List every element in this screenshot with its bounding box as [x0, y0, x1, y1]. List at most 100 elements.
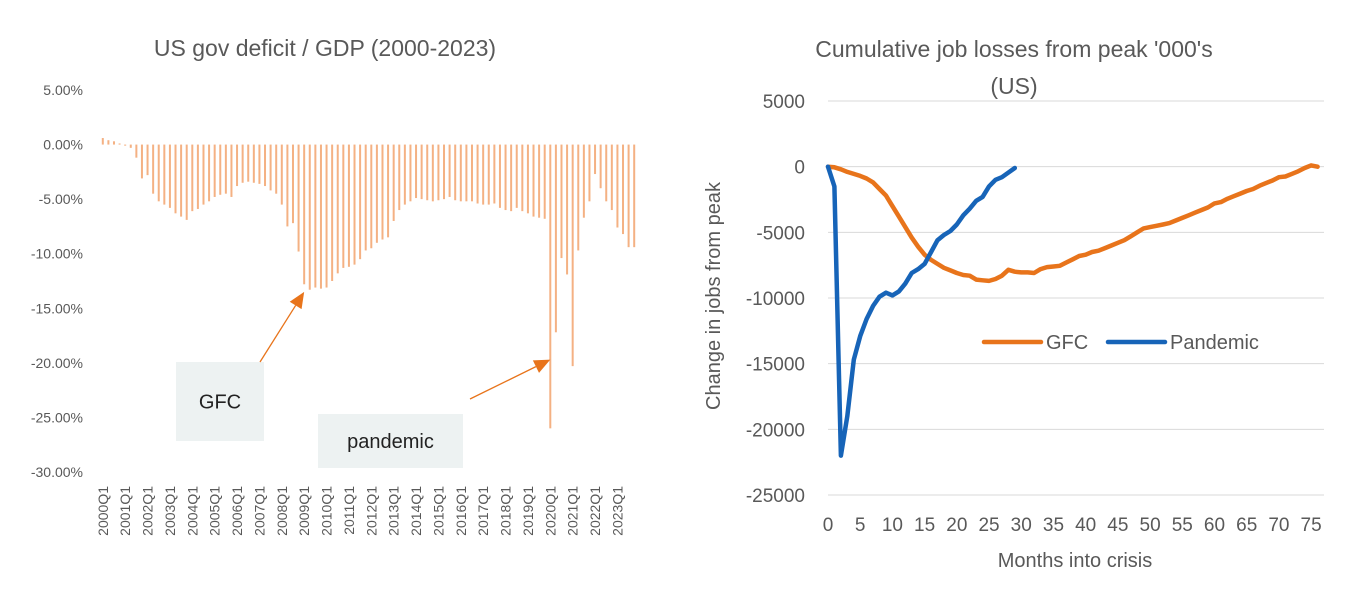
deficit-bar	[152, 144, 155, 194]
y-tick-label: -5.00%	[39, 191, 83, 207]
deficit-bar	[577, 144, 580, 251]
deficit-bar	[387, 144, 390, 238]
deficit-bar	[124, 144, 127, 146]
x-tick-label: 2012Q1	[363, 486, 379, 536]
x-tick-label: 2023Q1	[609, 486, 625, 536]
y-tick-label: 0	[794, 158, 805, 179]
x-tick-label: 2011Q1	[341, 486, 357, 535]
y-axis-title: Change in jobs from peak	[703, 181, 725, 410]
y-tick-label: -15.00%	[31, 300, 83, 316]
deficit-bar	[403, 144, 406, 205]
deficit-bar	[236, 144, 239, 187]
deficit-bar	[219, 144, 222, 195]
job-losses-title-line-2: (US)	[990, 73, 1037, 99]
y-tick-label: 0.00%	[43, 137, 83, 153]
deficit-bar	[118, 143, 121, 145]
deficit-bar	[549, 144, 552, 429]
deficit-bar	[325, 144, 328, 288]
deficit-bar	[566, 144, 569, 275]
deficit-bar	[168, 144, 171, 208]
deficit-bar	[616, 144, 619, 228]
deficit-bar	[286, 144, 289, 227]
x-tick-label: 70	[1268, 515, 1289, 536]
deficit-bar	[269, 144, 272, 191]
deficit-bar	[498, 144, 501, 208]
deficit-bar	[515, 144, 518, 208]
callout-arrowhead	[289, 291, 305, 310]
deficit-bar	[627, 144, 630, 248]
deficit-bar	[275, 144, 278, 194]
x-tick-label: 2000Q1	[95, 486, 111, 536]
deficit-bar	[208, 144, 211, 202]
deficit-bar	[101, 138, 104, 145]
deficit-bar	[314, 144, 317, 288]
y-tick-label: -25000	[746, 486, 805, 507]
deficit-bar	[560, 144, 563, 259]
deficit-bar	[135, 144, 138, 158]
deficit-bar	[146, 144, 149, 176]
x-tick-label: 2006Q1	[229, 486, 245, 536]
deficit-bar	[196, 144, 199, 209]
deficit-bar	[521, 144, 524, 212]
callout-arrow-line	[259, 305, 297, 363]
x-tick-label: 2002Q1	[140, 486, 156, 536]
deficit-bar	[297, 144, 300, 252]
deficit-bar	[202, 144, 205, 205]
deficit-chart: US gov deficit / GDP (2000-2023) 5.00% 0.…	[31, 35, 636, 536]
x-tick-label: 2007Q1	[251, 486, 267, 536]
x-tick-label: 45	[1107, 515, 1128, 536]
deficit-bar	[543, 144, 546, 219]
deficit-bar	[331, 144, 334, 281]
deficit-bar	[487, 144, 490, 205]
x-tick-label: 2003Q1	[162, 486, 178, 536]
deficit-bar	[336, 144, 339, 274]
x-tick-label: 2014Q1	[408, 486, 424, 536]
deficit-bar	[163, 144, 166, 205]
y-tick-label: -5000	[756, 223, 805, 244]
deficit-bar	[470, 144, 473, 202]
x-tick-label: 10	[882, 515, 903, 536]
deficit-bar	[571, 144, 574, 367]
callout-box	[176, 362, 264, 441]
deficit-bar	[633, 144, 636, 248]
x-tick-label: 2019Q1	[520, 486, 536, 536]
deficit-bar	[280, 144, 283, 205]
deficit-bar	[415, 144, 418, 199]
deficit-bar	[526, 144, 529, 214]
x-tick-label: 2020Q1	[542, 486, 558, 536]
x-tick-label: 2017Q1	[475, 486, 491, 536]
x-tick-label: 2022Q1	[587, 486, 603, 536]
x-tick-label: 25	[978, 515, 999, 536]
y-tick-label: -20000	[746, 420, 805, 441]
deficit-bar	[554, 144, 557, 333]
deficit-bar	[174, 144, 177, 214]
x-tick-label: 2005Q1	[207, 486, 223, 536]
deficit-bar	[409, 144, 412, 202]
callout-arrowhead	[532, 359, 551, 373]
deficit-bar	[319, 144, 322, 289]
deficit-bar	[359, 144, 362, 260]
deficit-bar	[342, 144, 345, 268]
deficit-bar	[303, 144, 306, 285]
x-tick-label: 65	[1236, 515, 1257, 536]
series-line-pandemic	[825, 164, 1018, 458]
deficit-bar	[370, 144, 373, 249]
deficit-bar	[532, 144, 535, 217]
y-tick-label: -10000	[746, 289, 805, 310]
deficit-bar	[448, 144, 451, 197]
job-losses-chart: Cumulative job losses from peak '000's (…	[703, 36, 1324, 572]
y-tick-label: 5000	[763, 92, 805, 113]
deficit-bar	[538, 144, 541, 218]
deficit-bar	[364, 144, 367, 251]
legend-label: GFC	[1046, 332, 1088, 354]
deficit-bar	[353, 144, 356, 265]
x-tick-label: 2001Q1	[117, 486, 133, 536]
x-tick-label: 35	[1043, 515, 1064, 536]
deficit-chart-title: US gov deficit / GDP (2000-2023)	[154, 35, 496, 61]
deficit-bar	[493, 144, 496, 204]
deficit-bar	[426, 144, 429, 201]
legend: GFC Pandemic	[981, 332, 1259, 354]
deficit-bar	[476, 144, 479, 204]
callout-label: GFC	[199, 392, 241, 414]
callout-arrow-line	[469, 366, 537, 400]
